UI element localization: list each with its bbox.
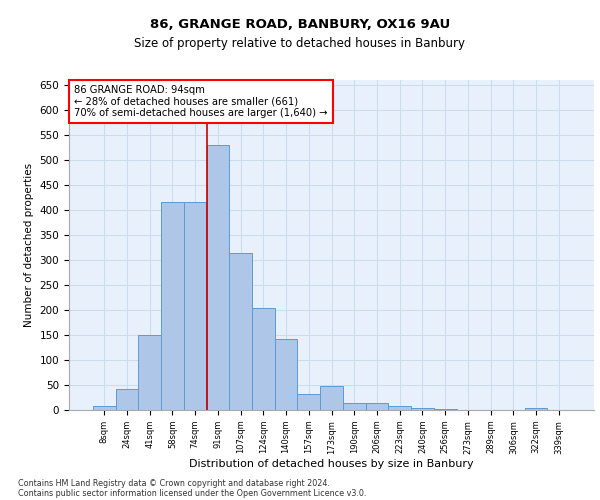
Text: Size of property relative to detached houses in Banbury: Size of property relative to detached ho… [134,38,466,51]
Text: Contains HM Land Registry data © Crown copyright and database right 2024.: Contains HM Land Registry data © Crown c… [18,478,330,488]
Bar [206,145,229,410]
Bar [365,402,388,410]
Bar [320,386,343,410]
Bar [93,406,116,410]
Bar [388,406,411,410]
Bar [116,388,139,410]
Text: 86, GRANGE ROAD, BANBURY, OX16 9AU: 86, GRANGE ROAD, BANBURY, OX16 9AU [150,18,450,30]
Bar [411,408,434,410]
Bar [298,394,320,410]
Y-axis label: Number of detached properties: Number of detached properties [24,163,34,327]
X-axis label: Distribution of detached houses by size in Banbury: Distribution of detached houses by size … [189,459,474,469]
Bar [161,202,184,410]
Bar [184,202,206,410]
Bar [343,402,365,410]
Bar [139,335,161,410]
Bar [275,339,298,410]
Bar [434,408,457,410]
Bar [229,252,252,410]
Text: 86 GRANGE ROAD: 94sqm
← 28% of detached houses are smaller (661)
70% of semi-det: 86 GRANGE ROAD: 94sqm ← 28% of detached … [74,85,328,118]
Text: Contains public sector information licensed under the Open Government Licence v3: Contains public sector information licen… [18,488,367,498]
Bar [524,408,547,410]
Bar [252,308,275,410]
